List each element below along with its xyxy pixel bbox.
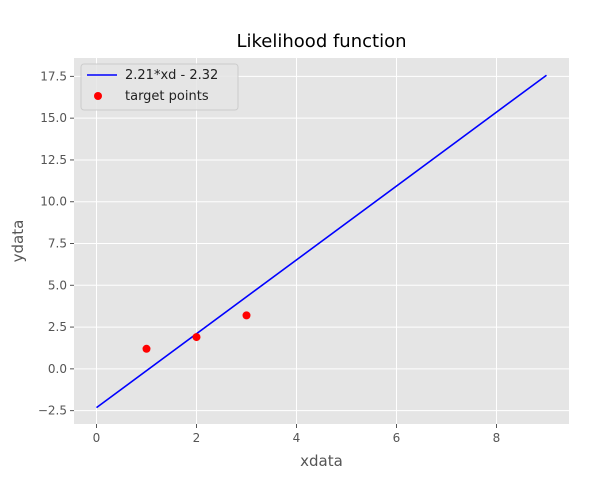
- y-tick-label: 15.0: [40, 111, 67, 125]
- target-point: [242, 311, 251, 320]
- grid-layer: [74, 58, 569, 424]
- x-tick-label: 8: [493, 431, 501, 445]
- y-tick-label: 2.5: [48, 320, 67, 334]
- x-tick-label: 0: [93, 431, 101, 445]
- ticks-layer: 0 2 4 6 8 −2.5 0.0 2.5 5.0 7.5 10.0 12.5 15.0 17.5: [38, 69, 500, 445]
- y-tick-label: 5.0: [48, 278, 67, 292]
- series-layer: [96, 74, 547, 409]
- legend-point-swatch: [94, 92, 102, 100]
- legend: 2.21*xd - 2.32 target points: [80, 63, 239, 111]
- fit-line: [96, 74, 547, 409]
- x-tick-label: 2: [193, 431, 201, 445]
- y-tick-label: 0.0: [48, 362, 67, 376]
- x-tick-label: 6: [393, 431, 401, 445]
- legend-label-points: target points: [125, 89, 209, 104]
- y-tick-label: 12.5: [40, 153, 67, 167]
- target-point: [142, 344, 151, 353]
- y-tick-label: 7.5: [48, 237, 67, 251]
- legend-box: [80, 63, 239, 111]
- y-axis-label: ydata: [9, 220, 27, 263]
- y-tick-label: 10.0: [40, 195, 67, 209]
- y-tick-label: −2.5: [38, 404, 67, 418]
- x-axis-label: xdata: [300, 452, 343, 470]
- x-tick-label: 4: [293, 431, 301, 445]
- target-point: [192, 333, 201, 342]
- legend-label-line: 2.21*xd - 2.32: [125, 68, 218, 83]
- chart-title: Likelihood function: [237, 31, 407, 52]
- y-tick-label: 17.5: [40, 69, 67, 83]
